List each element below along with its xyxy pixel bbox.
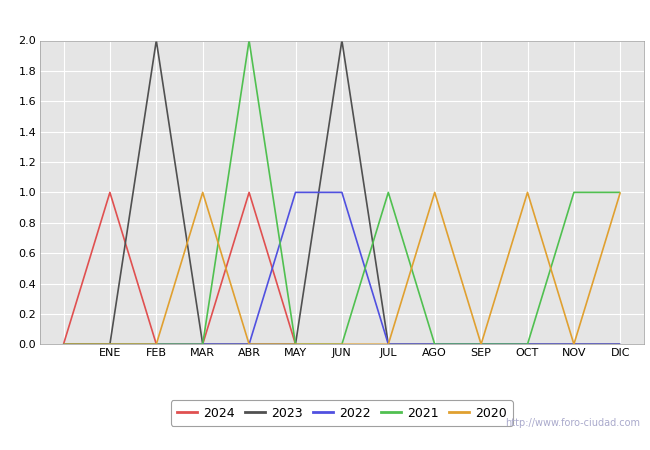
Text: http://www.foro-ciudad.com: http://www.foro-ciudad.com	[505, 418, 640, 428]
Text: Matriculaciones de Vehiculos en Aliaga: Matriculaciones de Vehiculos en Aliaga	[164, 9, 486, 27]
Legend: 2024, 2023, 2022, 2021, 2020: 2024, 2023, 2022, 2021, 2020	[171, 400, 513, 426]
